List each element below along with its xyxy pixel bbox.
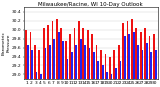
Bar	[82, 28, 84, 79]
Bar	[149, 36, 150, 79]
Bar	[109, 57, 111, 79]
Bar	[67, 59, 68, 79]
Title: Milwaukee/Racine, WI 10-Day Outlook: Milwaukee/Racine, WI 10-Day Outlook	[38, 2, 143, 7]
Bar	[111, 74, 112, 79]
Bar	[140, 32, 142, 79]
Bar	[78, 21, 80, 79]
Bar	[113, 50, 115, 79]
Bar	[40, 74, 42, 79]
Bar	[65, 41, 67, 79]
Bar	[80, 39, 82, 79]
Bar	[100, 50, 102, 79]
Bar	[27, 45, 29, 79]
Bar	[118, 45, 120, 79]
Bar	[44, 48, 46, 79]
Bar	[153, 34, 155, 79]
Bar	[133, 32, 135, 79]
Bar	[84, 45, 86, 79]
Bar	[135, 28, 137, 79]
Bar	[47, 25, 49, 79]
Bar	[120, 61, 121, 79]
Bar	[25, 30, 27, 79]
Bar	[122, 23, 124, 79]
Bar	[29, 32, 31, 79]
Bar	[124, 36, 126, 79]
Bar	[131, 19, 133, 79]
Bar	[62, 41, 64, 79]
Bar	[115, 68, 117, 79]
Bar	[69, 34, 71, 79]
Bar	[97, 61, 99, 79]
Bar	[75, 45, 77, 79]
Bar	[144, 28, 146, 79]
Bar	[146, 43, 148, 79]
Bar	[91, 34, 93, 79]
Bar	[74, 28, 75, 79]
Bar	[142, 50, 143, 79]
Bar	[127, 21, 128, 79]
Bar	[87, 30, 89, 79]
Bar	[104, 54, 106, 79]
Bar	[52, 21, 53, 79]
Bar	[155, 50, 157, 79]
Bar	[89, 48, 90, 79]
Bar	[137, 45, 139, 79]
Y-axis label: Barometric
Pressure: Barometric Pressure	[2, 31, 11, 55]
Bar	[96, 45, 97, 79]
Bar	[34, 45, 36, 79]
Bar	[38, 50, 40, 79]
Bar	[58, 32, 60, 79]
Bar	[49, 45, 51, 79]
Bar	[31, 50, 33, 79]
Bar	[150, 52, 152, 79]
Bar	[60, 28, 62, 79]
Bar	[53, 39, 55, 79]
Bar	[102, 65, 104, 79]
Bar	[71, 52, 73, 79]
Bar	[93, 52, 95, 79]
Bar	[106, 72, 108, 79]
Bar	[36, 72, 37, 79]
Bar	[56, 19, 58, 79]
Bar	[43, 28, 44, 79]
Bar	[128, 34, 130, 79]
